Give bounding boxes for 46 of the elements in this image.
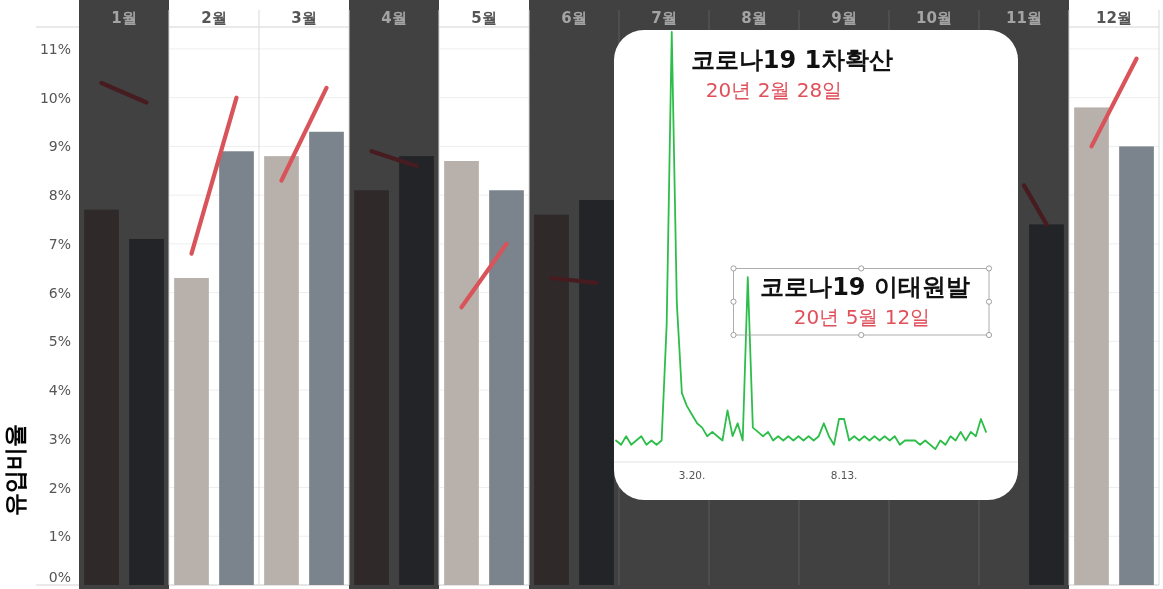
x-tick-label: 8.13. [830, 469, 858, 481]
bar [489, 190, 524, 585]
y-tick-label: 5% [48, 333, 71, 350]
annotation: 코로나19 1차확산 [690, 46, 894, 74]
bar [444, 161, 479, 585]
bar [309, 131, 344, 585]
y-tick-label: 9% [48, 138, 71, 155]
annotation: 코로나19 이태원발 [760, 273, 970, 301]
bar [534, 214, 569, 585]
bar [579, 200, 614, 585]
y-tick-label: 8% [48, 187, 71, 204]
y-axis-title: 유입비율 [2, 424, 28, 516]
bar [84, 209, 119, 585]
x-tick-label: 3.20. [678, 469, 706, 481]
y-tick-label: 11% [39, 40, 71, 57]
x-tick-label: 1월 [111, 9, 137, 27]
annotation: 20년 2월 28일 [705, 78, 843, 102]
y-tick-label: 3% [48, 430, 71, 447]
x-tick-label: 3월 [291, 9, 317, 27]
y-tick-label: 7% [48, 235, 71, 252]
x-tick-label: 6월 [561, 9, 587, 27]
bar [264, 156, 299, 585]
x-tick-label: 9월 [831, 9, 857, 27]
bar [1029, 224, 1064, 585]
x-tick-label: 5월 [471, 9, 497, 27]
y-tick-label: 4% [48, 382, 71, 399]
x-tick-label: 11월 [1006, 9, 1042, 27]
y-tick-label: 0% [48, 569, 71, 585]
bar [129, 238, 164, 585]
y-tick-label: 1% [48, 528, 71, 545]
x-tick-label: 10월 [916, 9, 952, 27]
annotation: 20년 5월 12일 [793, 305, 931, 329]
y-tick-label: 6% [48, 284, 71, 301]
bar [1074, 107, 1109, 585]
x-tick-label: 7월 [651, 9, 677, 27]
bar [399, 156, 434, 585]
bar [219, 151, 254, 585]
x-tick-label: 8월 [741, 9, 767, 27]
y-tick-label: 2% [48, 479, 71, 496]
x-tick-label: 4월 [381, 9, 407, 27]
x-tick-label: 2월 [201, 9, 227, 27]
bar [1119, 146, 1154, 585]
bar [174, 277, 209, 585]
y-tick-label: 10% [39, 89, 71, 106]
bar [354, 190, 389, 585]
x-tick-label: 12월 [1096, 9, 1132, 27]
